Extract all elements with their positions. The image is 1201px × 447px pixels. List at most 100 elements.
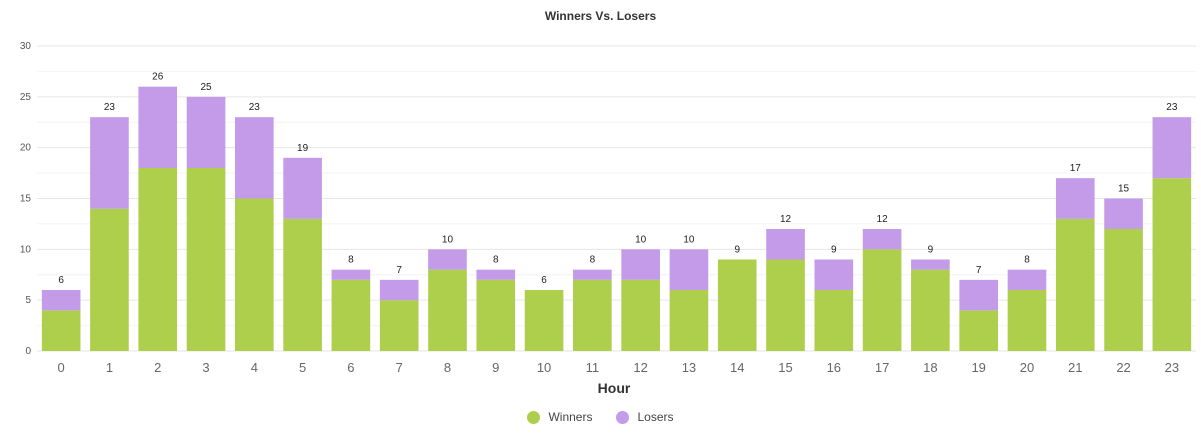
bar-losers-11[interactable]: [573, 269, 612, 280]
x-tick-label: 4: [251, 360, 258, 375]
total-label-0: 6: [58, 275, 64, 286]
y-axis-ticks: 0 5 10 15 20 25 30: [20, 41, 32, 357]
x-tick-label: 14: [730, 360, 744, 375]
bar-losers-15[interactable]: [766, 229, 805, 260]
bar-losers-16[interactable]: [814, 259, 854, 291]
bar-losers-1[interactable]: [90, 117, 129, 209]
legend: Winners Losers: [0, 410, 1201, 424]
total-label-5: 19: [297, 143, 309, 154]
x-tick-label: 18: [923, 360, 937, 375]
total-label-11: 8: [590, 255, 596, 266]
bar-losers-2[interactable]: [138, 86, 178, 168]
bar-winners-5[interactable]: [283, 218, 322, 351]
total-label-2: 26: [152, 72, 164, 83]
bar-winners-19[interactable]: [959, 310, 999, 351]
bar-winners-3[interactable]: [186, 168, 226, 351]
y-tick-label: 15: [20, 194, 32, 205]
bar-losers-20[interactable]: [1007, 269, 1047, 290]
x-tick-label: 13: [682, 360, 696, 375]
bar-winners-13[interactable]: [669, 290, 709, 351]
x-tick-label: 16: [827, 360, 841, 375]
bar-losers-6[interactable]: [331, 269, 371, 280]
total-label-4: 23: [249, 102, 261, 113]
bar-losers-9[interactable]: [476, 269, 516, 280]
bar-winners-6[interactable]: [331, 279, 371, 351]
total-label-8: 10: [442, 234, 454, 245]
bar-winners-0[interactable]: [41, 310, 81, 351]
x-tick-label: 9: [492, 360, 499, 375]
legend-label-losers: Losers: [637, 410, 674, 424]
bar-winners-14[interactable]: [717, 259, 757, 352]
y-tick-label: 30: [20, 41, 32, 52]
bar-losers-22[interactable]: [1104, 198, 1143, 230]
x-tick-label: 2: [154, 360, 161, 375]
x-tick-label: 12: [633, 360, 647, 375]
bar-losers-4[interactable]: [234, 117, 274, 199]
total-label-1: 23: [104, 102, 116, 113]
bar-losers-21[interactable]: [1055, 178, 1095, 219]
total-label-10: 6: [541, 275, 547, 286]
bar-winners-16[interactable]: [814, 290, 854, 351]
bar-losers-13[interactable]: [669, 249, 709, 290]
bar-winners-4[interactable]: [234, 198, 274, 352]
bar-losers-0[interactable]: [41, 290, 81, 311]
bar-winners-7[interactable]: [379, 300, 419, 351]
bar-winners-1[interactable]: [90, 208, 129, 351]
bar-winners-21[interactable]: [1055, 218, 1095, 351]
chart-title: Winners Vs. Losers: [544, 9, 657, 23]
total-label-21: 17: [1070, 163, 1082, 174]
total-labels: 6 23 26 25 23 19 8 7 10 8 6 8 10 10 9 12 9 12 9 7 8 17 15 23: [58, 72, 1177, 286]
y-tick-label: 5: [25, 295, 31, 306]
x-tick-label: 15: [778, 360, 792, 375]
bar-winners-23[interactable]: [1152, 178, 1192, 351]
bar-winners-18[interactable]: [911, 269, 950, 351]
bar-winners-9[interactable]: [476, 279, 516, 351]
bar-winners-11[interactable]: [573, 279, 612, 351]
total-label-6: 8: [348, 255, 354, 266]
bar-losers-12[interactable]: [621, 249, 660, 280]
legend-item-winners[interactable]: Winners: [527, 410, 592, 424]
total-label-7: 7: [396, 265, 402, 276]
total-label-12: 10: [635, 234, 647, 245]
bar-losers-19[interactable]: [959, 279, 999, 311]
total-label-15: 12: [780, 214, 792, 225]
legend-item-losers[interactable]: Losers: [616, 410, 674, 424]
x-tick-label: 1: [106, 360, 113, 375]
bar-losers-3[interactable]: [186, 96, 226, 168]
total-label-20: 8: [1024, 255, 1030, 266]
bar-winners-17[interactable]: [862, 249, 902, 351]
bar-winners-12[interactable]: [621, 279, 660, 351]
x-tick-label: 8: [444, 360, 451, 375]
y-tick-label: 20: [20, 143, 32, 154]
grid-lines: [37, 45, 1196, 352]
legend-label-winners: Winners: [548, 410, 593, 424]
x-tick-label: 7: [396, 360, 403, 375]
x-tick-label: 23: [1165, 360, 1179, 375]
total-label-13: 10: [683, 234, 695, 245]
total-label-19: 7: [976, 265, 982, 276]
bar-winners-22[interactable]: [1104, 229, 1143, 351]
legend-swatch-losers: [616, 410, 630, 424]
x-axis-title: Hour: [598, 380, 631, 396]
x-tick-label: 6: [347, 360, 354, 375]
bar-winners-8[interactable]: [428, 269, 467, 351]
bar-winners-10[interactable]: [524, 290, 564, 351]
x-axis-ticks: 0 1 2 3 4 5 6 7 8 9 10 11 12 13 14 15 16 17 18 19 20 21 22 23: [58, 360, 1180, 375]
x-tick-label: 20: [1020, 360, 1034, 375]
bar-losers-8[interactable]: [428, 249, 467, 270]
bar-winners-2[interactable]: [138, 168, 178, 351]
bar-losers-17[interactable]: [862, 229, 902, 250]
bar-losers-5[interactable]: [283, 157, 322, 219]
bar-losers-7[interactable]: [379, 279, 419, 301]
bar-winners-20[interactable]: [1007, 290, 1047, 351]
x-tick-label: 3: [202, 360, 209, 375]
total-label-18: 9: [928, 245, 934, 256]
bar-losers-23[interactable]: [1152, 117, 1192, 179]
legend-swatch-winners: [527, 410, 541, 424]
bar-losers-18[interactable]: [911, 259, 950, 270]
x-tick-label: 0: [58, 360, 65, 375]
y-tick-label: 10: [20, 244, 32, 255]
bar-winners-15[interactable]: [766, 259, 805, 352]
total-label-23: 23: [1166, 102, 1178, 113]
x-tick-label: 21: [1068, 360, 1082, 375]
